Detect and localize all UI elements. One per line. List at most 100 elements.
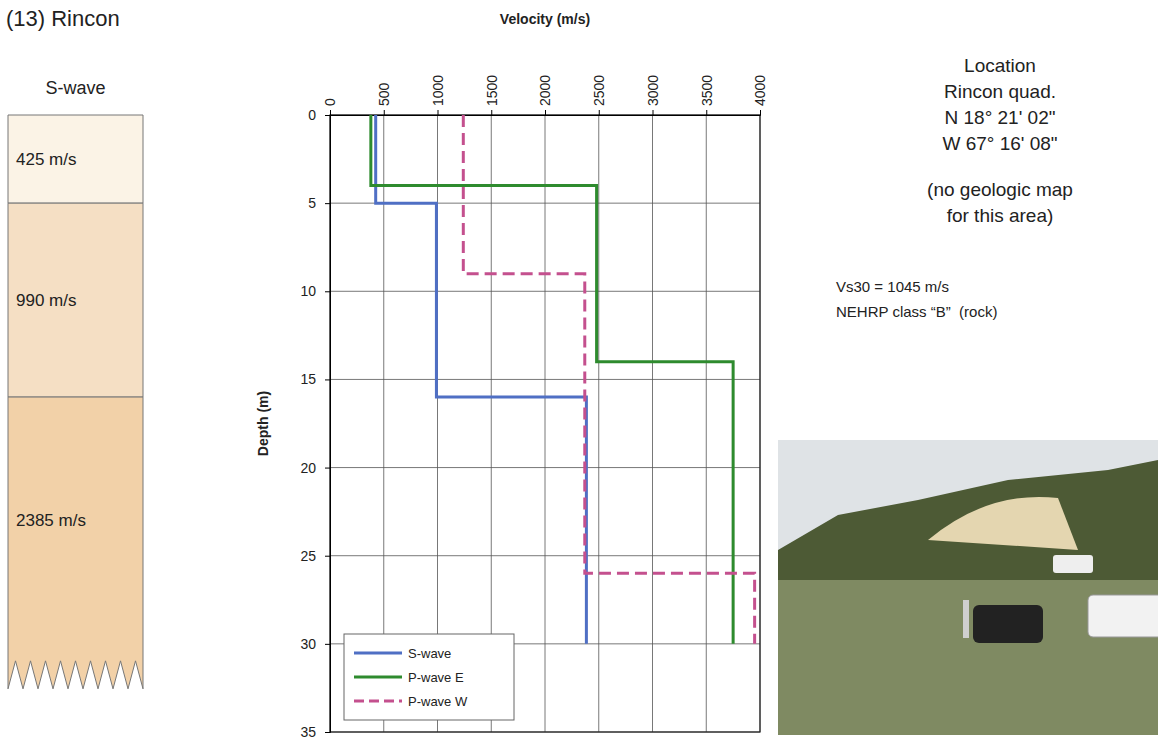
grid-line bbox=[652, 115, 653, 732]
tick: 3000 bbox=[645, 75, 661, 115]
legend-label: S-wave bbox=[408, 646, 451, 661]
layer bbox=[8, 203, 143, 397]
tick: 10 bbox=[300, 283, 330, 299]
tick-mark bbox=[325, 291, 330, 292]
series-line bbox=[376, 115, 587, 644]
chart: 0 500 1000 1500 2000 2500 3000 3500 4000 Velocity… bbox=[255, 11, 768, 740]
photo-cliff bbox=[928, 497, 1078, 550]
legend-label: P-wave W bbox=[408, 694, 468, 709]
legend: S-wave P-wave E P-wave W bbox=[344, 634, 514, 720]
grid-line bbox=[706, 115, 707, 732]
location-text: Location bbox=[964, 55, 1036, 76]
tick: 15 bbox=[300, 371, 330, 387]
tick-mark bbox=[438, 110, 439, 115]
tick-mark bbox=[325, 644, 330, 645]
tick-label: 3500 bbox=[699, 75, 715, 106]
tick-mark bbox=[330, 110, 331, 115]
plot-frame bbox=[330, 115, 760, 732]
legend-box bbox=[344, 634, 514, 720]
location-text: N 18° 21' 02" bbox=[945, 107, 1056, 128]
tick: 0 bbox=[322, 98, 338, 115]
map-note: for this area) bbox=[947, 205, 1054, 226]
tick-label: 30 bbox=[300, 636, 316, 652]
location-text: Rincon quad. bbox=[944, 81, 1056, 102]
layer bbox=[8, 397, 143, 689]
photo-van bbox=[1053, 555, 1093, 573]
layer-column: 425 m/s 990 m/s 2385 m/s bbox=[8, 115, 143, 689]
tick-mark bbox=[384, 110, 385, 115]
legend-swatch bbox=[354, 652, 402, 655]
tick-mark bbox=[760, 110, 761, 115]
series-line bbox=[371, 115, 733, 644]
x-axis: 0 500 1000 1500 2000 2500 3000 3500 4000 bbox=[322, 75, 768, 116]
map-note: (no geologic map bbox=[927, 179, 1073, 200]
tick: 20 bbox=[300, 460, 330, 476]
series-lines bbox=[371, 115, 755, 644]
grid-line bbox=[598, 115, 599, 732]
tick-label: 15 bbox=[300, 371, 316, 387]
y-axis: 0 5 10 15 20 25 30 35 bbox=[300, 107, 330, 740]
axis-line bbox=[331, 110, 761, 116]
column-title: S-wave bbox=[45, 78, 105, 98]
tick-mark bbox=[325, 556, 330, 557]
figure: (13) Rincon S-wave 425 m/s 990 m/s 2385 m/s 0… bbox=[0, 0, 1161, 749]
tick: 0 bbox=[308, 107, 330, 123]
axis-line bbox=[325, 116, 331, 733]
tick: 5 bbox=[308, 195, 330, 211]
tick-label: 500 bbox=[376, 82, 392, 106]
tick: 500 bbox=[376, 82, 392, 115]
layer-label: 2385 m/s bbox=[16, 511, 86, 530]
location-text: W 67° 16' 08" bbox=[942, 133, 1057, 154]
photo bbox=[778, 440, 1158, 735]
tick-label: 4000 bbox=[752, 75, 768, 106]
tick-label: 0 bbox=[308, 107, 316, 123]
tick-label: 25 bbox=[300, 548, 316, 564]
tick-mark bbox=[325, 379, 330, 380]
legend-swatch bbox=[354, 676, 402, 679]
grid-line bbox=[330, 379, 760, 380]
photo-sky bbox=[778, 440, 1158, 735]
tick: 3500 bbox=[699, 75, 715, 115]
tick: 35 bbox=[300, 724, 330, 740]
tick-label: 1000 bbox=[430, 75, 446, 106]
tick-label: 3000 bbox=[645, 75, 661, 106]
tick: 2500 bbox=[591, 75, 607, 115]
tick-mark bbox=[653, 110, 654, 115]
tick: 4000 bbox=[752, 75, 768, 115]
site-text: NEHRP class “B” (rock) bbox=[836, 303, 997, 320]
layer-label: 425 m/s bbox=[16, 150, 76, 169]
tick-mark bbox=[491, 110, 492, 115]
tick: 1500 bbox=[484, 75, 500, 115]
grid bbox=[330, 115, 760, 732]
tick-label: 10 bbox=[300, 283, 316, 299]
legend-label: P-wave E bbox=[408, 670, 464, 685]
tick-mark bbox=[545, 110, 546, 115]
tick-mark bbox=[599, 110, 600, 115]
tick-mark bbox=[325, 203, 330, 204]
y-axis-title: Depth (m) bbox=[255, 391, 271, 456]
tick: 1000 bbox=[430, 75, 446, 115]
grid-line bbox=[330, 555, 760, 556]
layer-label: 990 m/s bbox=[16, 291, 76, 310]
photo-car bbox=[973, 605, 1043, 643]
tick: 30 bbox=[300, 636, 330, 652]
tick-mark bbox=[706, 110, 707, 115]
grid-line bbox=[330, 467, 760, 468]
x-axis-title: Velocity (m/s) bbox=[500, 11, 590, 27]
tick-label: 35 bbox=[300, 724, 316, 740]
site-text: Vs30 = 1045 m/s bbox=[836, 278, 949, 295]
tick-mark bbox=[325, 468, 330, 469]
tick-mark bbox=[325, 732, 330, 733]
series-line bbox=[463, 115, 754, 644]
photo-truck bbox=[1088, 595, 1158, 637]
tick-label: 2000 bbox=[537, 75, 553, 106]
layer bbox=[8, 115, 143, 203]
tick: 25 bbox=[300, 548, 330, 564]
tick-label: 20 bbox=[300, 460, 316, 476]
tick: 2000 bbox=[537, 75, 553, 115]
photo-trees bbox=[778, 460, 1158, 590]
grid-line bbox=[545, 115, 546, 732]
tick-label: 0 bbox=[322, 98, 338, 106]
figure-title: (13) Rincon bbox=[6, 6, 120, 31]
tick-mark bbox=[325, 115, 330, 116]
